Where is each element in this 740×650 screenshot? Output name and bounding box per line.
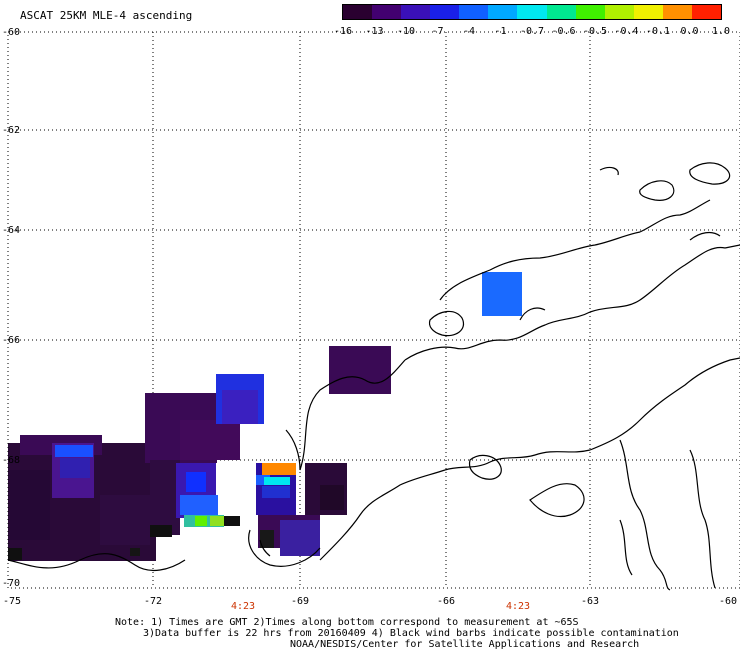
colorbar-tick-label: -13 [365, 26, 384, 37]
lat-label-64: -64 [2, 225, 21, 236]
colorbar-tick-label: -0.6 [551, 26, 576, 37]
colorbar [342, 4, 722, 20]
lon-label-63: -63 [580, 596, 600, 607]
lat-label-68: -68 [2, 455, 21, 466]
colorbar-segment [401, 5, 431, 19]
lon-label-75: -75 [2, 596, 22, 607]
note-line-2: 3)Data buffer is 22 hrs from 20160409 4)… [143, 628, 679, 639]
map-title: ASCAT 25KM MLE-4 ascending [20, 9, 193, 22]
lat-label-70: -70 [2, 578, 21, 589]
colorbar-segment [575, 5, 605, 19]
colorbar-segment [372, 5, 402, 19]
colorbar-segment [343, 5, 373, 19]
colorbar-segment [662, 5, 692, 19]
colorbar-segment [604, 5, 634, 19]
lat-label-62: -62 [2, 125, 21, 136]
lon-label-66: -66 [436, 596, 456, 607]
time-label-2: 4:23 [505, 601, 531, 612]
colorbar-tick-label: -10 [396, 26, 416, 37]
colorbar-tick-label: -0.5 [582, 26, 608, 37]
lon-label-60: -60 [718, 596, 738, 607]
colorbar-segment [546, 5, 576, 19]
lat-label-60: -60 [2, 27, 21, 38]
swath-northeast [482, 272, 522, 316]
colorbar-segment [459, 5, 489, 19]
coastline [7, 162, 740, 591]
graticule [8, 32, 740, 588]
time-label-1: 4:23 [230, 601, 256, 612]
colorbar-segment [633, 5, 663, 19]
note-line-3: NOAA/NESDIS/Center for Satellite Applica… [290, 639, 640, 650]
colorbar-segment [430, 5, 460, 19]
lat-label-66: -66 [2, 335, 21, 346]
colorbar-segment [517, 5, 547, 19]
swath-north [329, 346, 391, 394]
swath-west [8, 435, 156, 561]
colorbar-tick-label: -16 [333, 26, 353, 37]
note-line-1: Note: 1) Times are GMT 2)Times along bot… [115, 617, 579, 628]
swath-south [256, 463, 347, 556]
lon-label-72: -72 [143, 596, 163, 607]
swath-central [145, 374, 264, 537]
colorbar-tick-label: -0.4 [614, 26, 639, 37]
colorbar-segment [488, 5, 518, 19]
colorbar-tick-label: 0.0 [680, 26, 699, 37]
lon-label-69: -69 [290, 596, 310, 607]
colorbar-tick-label: -0.1 [645, 26, 671, 37]
colorbar-tick-label: -7 [431, 26, 444, 37]
colorbar-segment [691, 5, 722, 19]
